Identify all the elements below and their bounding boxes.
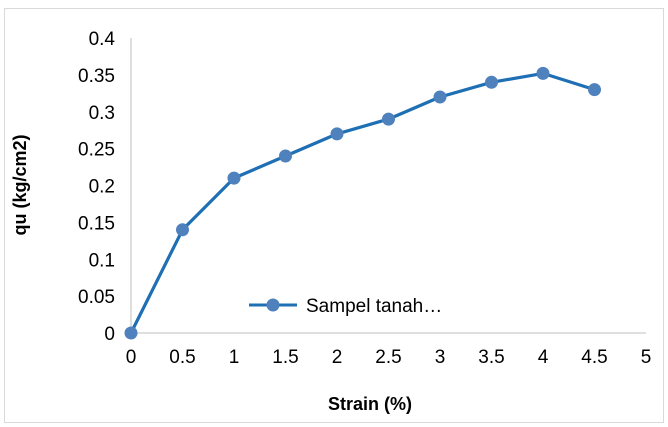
y-tick-label: 0.05 bbox=[78, 287, 115, 308]
x-tick-label: 4.5 bbox=[581, 347, 607, 368]
y-axis-title: qu (kg/cm2) bbox=[10, 134, 30, 235]
data-point bbox=[485, 75, 498, 89]
y-tick-label: 0.3 bbox=[89, 103, 115, 124]
data-point bbox=[433, 90, 447, 104]
x-tick-label: 3 bbox=[435, 347, 446, 368]
x-tick-labels: 0 0.5 1 1.5 2 2.5 3 3.5 4 4.5 5 bbox=[126, 347, 652, 368]
x-tick-label: 1.5 bbox=[272, 347, 298, 368]
x-tick-label: 5 bbox=[641, 347, 652, 368]
data-point bbox=[588, 83, 601, 97]
data-point bbox=[124, 326, 138, 340]
data-point bbox=[536, 66, 550, 80]
legend-marker-sample bbox=[266, 298, 280, 312]
y-tick-label: 0.2 bbox=[89, 177, 115, 198]
y-tick-label: 0.4 bbox=[89, 29, 116, 50]
legend-label-sample: Sampel tanah… bbox=[306, 296, 442, 317]
x-tick-label: 3.5 bbox=[478, 347, 504, 368]
series-points bbox=[124, 66, 601, 340]
x-tick-label: 4 bbox=[538, 347, 549, 368]
data-point bbox=[227, 171, 241, 185]
data-point bbox=[176, 223, 189, 237]
y-tick-label: 0.35 bbox=[78, 66, 115, 87]
x-tick-label: 0 bbox=[126, 347, 137, 368]
data-point bbox=[382, 112, 395, 126]
y-tick-label: 0.1 bbox=[89, 250, 115, 271]
x-tick-label: 2 bbox=[332, 347, 343, 368]
x-tick-label: 1 bbox=[229, 347, 240, 368]
x-tick-label: 0.5 bbox=[169, 347, 195, 368]
y-tick-labels: 0 0.05 0.1 0.15 0.2 0.25 0.3 0.35 0.4 bbox=[78, 29, 115, 345]
axes bbox=[130, 38, 646, 334]
y-tick-label: 0 bbox=[104, 324, 115, 345]
y-tick-label: 0.25 bbox=[78, 140, 115, 161]
legend: Sampel tanah… bbox=[249, 296, 442, 317]
series-lines bbox=[129, 71, 597, 335]
series-line-0 bbox=[129, 71, 597, 335]
y-tick-label: 0.15 bbox=[78, 213, 115, 234]
x-axis-title: Strain (%) bbox=[328, 394, 412, 414]
data-point bbox=[279, 149, 292, 163]
x-tick-label: 2.5 bbox=[375, 347, 401, 368]
data-point bbox=[330, 127, 344, 141]
